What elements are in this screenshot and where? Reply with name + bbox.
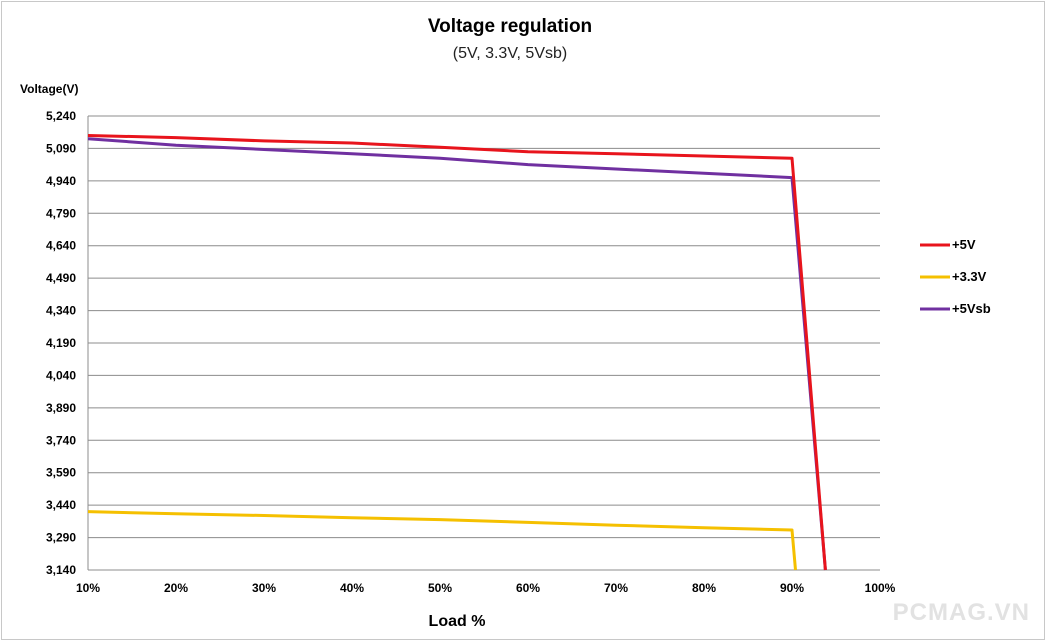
legend-item: +3.3V: [920, 269, 987, 284]
gridlines: [87, 115, 880, 571]
y-tick-labels: 5,240 5,090 4,940 4,790 4,640 4,490 4,340 4,190…: [46, 109, 76, 577]
x-tick-label: 100%: [865, 581, 896, 595]
legend-label: +3.3V: [952, 269, 987, 284]
x-tick-label: 80%: [692, 581, 716, 595]
y-tick-label: 4,790: [46, 206, 76, 220]
legend: +5V +3.3V +5Vsb: [920, 237, 991, 316]
chart-subtitle: (5V, 3.3V, 5Vsb): [453, 45, 567, 62]
x-axis-title: Load %: [429, 613, 486, 630]
y-tick-label: 3,290: [46, 531, 76, 545]
y-tick-label: 5,090: [46, 141, 76, 155]
y-tick-label: 3,140: [46, 563, 76, 577]
series-line-5v: [87, 134, 827, 571]
y-tick-label: 4,640: [46, 239, 76, 253]
x-tick-label: 50%: [428, 581, 452, 595]
x-tick-label: 70%: [604, 581, 628, 595]
watermark-logo: PCMAG.VN: [892, 599, 1030, 626]
y-tick-label: 3,590: [46, 466, 76, 480]
legend-label: +5Vsb: [952, 301, 991, 316]
y-tick-label: 3,440: [46, 498, 76, 512]
y-tick-label: 4,490: [46, 271, 76, 285]
y-tick-label: 4,040: [46, 368, 76, 382]
x-tick-label: 30%: [252, 581, 276, 595]
x-tick-label: 40%: [340, 581, 364, 595]
y-tick-label: 5,240: [46, 109, 76, 123]
series-lines: [87, 134, 827, 571]
chart-title: Voltage regulation: [428, 16, 592, 37]
x-tick-label: 20%: [164, 581, 188, 595]
series-line-5vsb: [87, 137, 827, 571]
legend-label: +5V: [952, 237, 976, 252]
series-line-33v: [87, 510, 797, 571]
x-tick-label: 90%: [780, 581, 804, 595]
legend-item: +5Vsb: [920, 301, 991, 316]
y-axis-title: Voltage(V): [20, 82, 78, 96]
legend-item: +5V: [920, 237, 976, 252]
y-tick-label: 4,940: [46, 174, 76, 188]
x-tick-labels: 10% 20% 30% 40% 50% 60% 70% 80% 90% 100%: [76, 581, 896, 595]
x-tick-label: 60%: [516, 581, 540, 595]
y-tick-label: 3,740: [46, 433, 76, 447]
y-tick-label: 3,890: [46, 401, 76, 415]
x-tick-label: 10%: [76, 581, 100, 595]
y-tick-label: 4,190: [46, 336, 76, 350]
y-tick-label: 4,340: [46, 304, 76, 318]
